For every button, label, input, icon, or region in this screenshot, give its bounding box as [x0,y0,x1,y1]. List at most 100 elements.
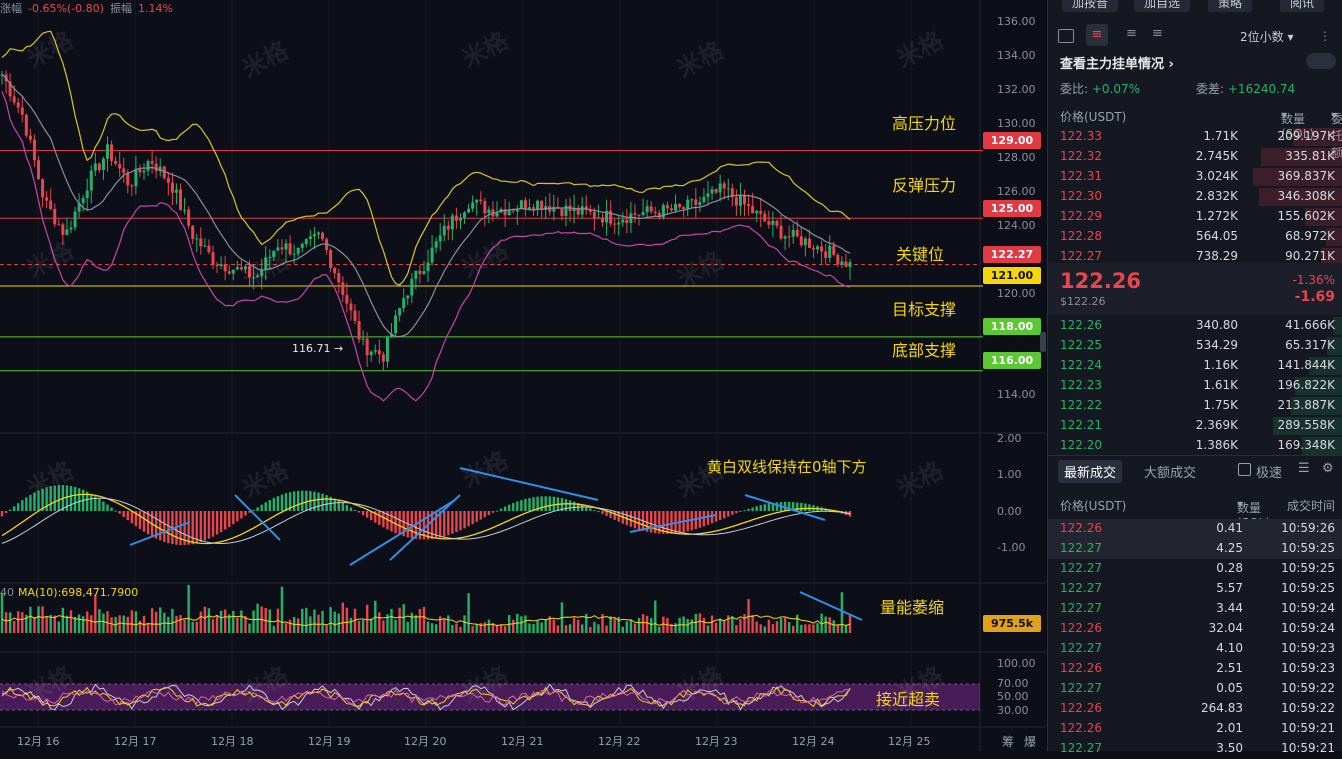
annotation-rsi: 接近超卖 [876,690,941,709]
macd-bar [479,511,482,520]
chip-icon[interactable]: 筹 [1002,735,1015,749]
volume-bar [33,616,36,633]
macd-bar [191,511,194,545]
filter-icon[interactable]: ☰ [1298,461,1310,476]
volume-bar [670,623,673,633]
volume-bar [430,623,434,633]
bid-row[interactable]: 122.22 1.75K 213.887K [1048,396,1342,416]
trade-qty: 3.44 [1216,601,1243,615]
bid-row[interactable]: 122.20 1.386K 169.348K [1048,436,1342,456]
main-orders-link[interactable]: 查看主力挂单情况 › [1060,57,1174,72]
volume-bar [698,613,702,633]
book-bids-icon[interactable]: ≡ [1152,26,1163,41]
ask-price: 122.30 [1060,189,1102,203]
macd-bar [232,511,235,525]
trades-header-qty[interactable]: 数量(SOL) ▾ [1237,497,1270,530]
ask-row[interactable]: 122.29 1.272K 155.602K [1048,207,1342,227]
macd-tick: 2.00 [997,432,1022,445]
main-orders-toggle[interactable] [1306,53,1336,69]
last-price-usd: $122.26 [1060,295,1106,308]
candle-body [296,247,300,254]
liquidation-icon[interactable]: 爆 [1024,735,1037,749]
candle-body [450,215,454,230]
ask-price: 122.32 [1060,149,1102,163]
macd-bar [637,511,641,530]
add-button[interactable]: 加按音 [1062,0,1119,12]
macd-bar [325,495,328,511]
trade-time: 10:59:21 [1281,741,1335,755]
ask-row[interactable]: 122.31 3.024K 369.837K [1048,167,1342,187]
macd-bar [512,503,515,511]
candle-body [422,271,426,274]
candle-body [617,222,621,225]
volume-bar [349,617,353,633]
speed-checkbox[interactable] [1238,463,1251,476]
volume-bar [187,584,190,633]
macd-bar [524,498,527,511]
volume-bar [439,616,442,633]
macd-bar [800,502,803,511]
strategy-button[interactable]: 策略 [1208,0,1253,12]
last-change: -1.69 [1294,289,1335,305]
chart-area[interactable]: 涨幅 -0.65%(-0.80) 振幅 1.14% 136.00 134.00 132… [0,0,1046,751]
panel-collapse-handle[interactable] [1040,332,1046,352]
ask-row[interactable]: 122.28 564.05 68.972K [1048,227,1342,247]
ask-depth-bar [1293,128,1342,146]
candle-body [105,144,109,159]
macd-bar [17,503,20,511]
book-header-qty[interactable]: 数量 (SOL) ▾ [1280,108,1315,141]
book-asks-icon[interactable]: ≡ [1126,26,1137,41]
bid-row[interactable]: 122.25 534.29 65.317K [1048,336,1342,356]
bid-row[interactable]: 122.24 1.16K 141.844K [1048,356,1342,376]
macd-bar [296,490,300,511]
book-header-amount[interactable]: 委托额 ▾ [1330,108,1342,160]
volume-current-badge: 975.5k [983,615,1041,632]
macd-bar [520,500,523,511]
macd-bar [658,511,661,534]
volume-bar [816,623,819,633]
volume-bar [601,614,604,633]
ask-row[interactable]: 122.30 2.832K 346.308K [1048,187,1342,207]
ask-row[interactable]: 122.27 738.29 90.271K [1048,247,1342,267]
volume-bar [593,621,596,633]
price-tick: 134.00 [997,49,1036,62]
macd-bar [29,494,32,511]
bollinger-lower [1,91,851,402]
candle-body [791,229,795,237]
volume-bar [678,617,681,633]
more-icon[interactable]: ⋮ [1319,29,1331,43]
candle-body [333,267,337,274]
news-button[interactable]: 阅讯 [1280,0,1325,12]
chart-canvas[interactable] [0,0,1046,751]
decimal-select[interactable]: 2位小数 ▾ [1240,30,1294,44]
macd-bar [751,507,754,511]
macd-bar [98,498,101,511]
volume-bar [130,610,134,633]
candle-body [718,183,722,193]
trade-row: 122.27 4.10 10:59:23 [1048,639,1342,659]
candle-body [576,207,580,215]
settings-icon[interactable]: ⚙ [1322,461,1334,476]
bid-row[interactable]: 122.21 2.369K 289.558K [1048,416,1342,436]
ask-row[interactable]: 122.32 2.745K 335.81K [1048,147,1342,167]
volume-bar [568,624,572,633]
candle-body [588,210,592,212]
candle-body [844,261,848,267]
tab-large-trades[interactable]: 大额成交 [1144,466,1197,481]
volume-bar [662,616,665,633]
bid-row[interactable]: 122.26 340.80 41.666K [1048,316,1342,336]
volume-bar [804,624,807,633]
add-watchlist-button[interactable]: 加自选 [1134,0,1191,12]
trade-row: 122.26 32.04 10:59:24 [1048,619,1342,639]
volume-bar [836,624,840,633]
layout-icon[interactable] [1058,29,1074,43]
volume-bar [146,624,150,633]
ask-row[interactable]: 122.33 1.71K 209.197K [1048,127,1342,147]
volume-bar [706,625,710,633]
volume-bar [759,624,762,633]
book-both-icon[interactable]: ≡ [1086,24,1108,46]
candle-body [154,163,158,172]
tab-latest-trades[interactable]: 最新成交 [1058,460,1123,483]
bid-row[interactable]: 122.23 1.61K 196.822K [1048,376,1342,396]
price-tick: 136.00 [997,15,1036,28]
